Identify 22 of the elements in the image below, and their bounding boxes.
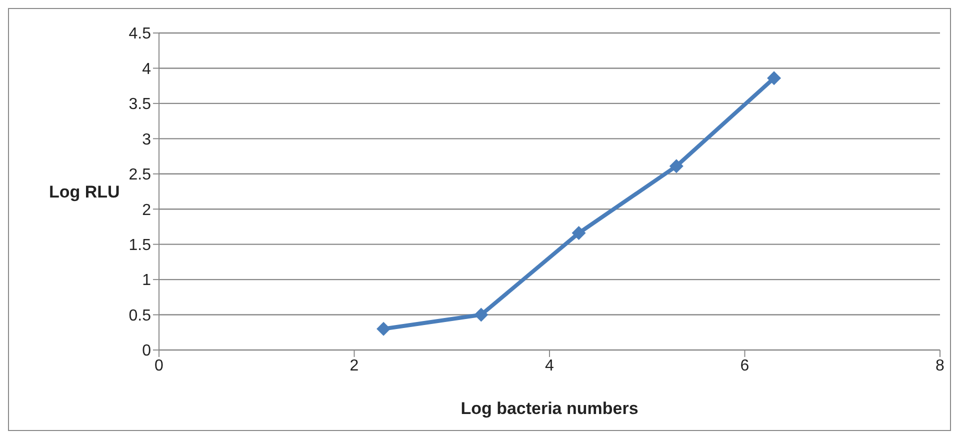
x-tick-label: 6 (740, 357, 750, 374)
y-tick-label: 3.5 (128, 96, 152, 114)
point (669, 159, 684, 174)
point (572, 226, 586, 240)
y-tick-label: 4.5 (128, 26, 152, 43)
y-tick-label: 0.5 (128, 307, 152, 324)
y-tick-label: 4 (142, 60, 152, 78)
x-tick-label: 0 (154, 357, 164, 374)
y-tick-label: 1.5 (128, 237, 152, 254)
x-tick-label: 2 (350, 357, 359, 374)
y-tick-label: 2.5 (128, 166, 152, 184)
point (376, 322, 391, 336)
y-tick-label: 0 (142, 342, 152, 360)
point (767, 71, 782, 86)
x-tick-label: 8 (936, 357, 945, 374)
x-axis-title: Log bacteria numbers (460, 399, 638, 418)
y-tick-label: 1 (142, 272, 152, 290)
x-tick-label: 4 (545, 357, 554, 374)
y-tick-label: 2 (142, 202, 152, 219)
point (474, 308, 488, 322)
y-axis-title: Log RLU (49, 182, 120, 202)
y-tick-label: 3 (142, 131, 152, 148)
